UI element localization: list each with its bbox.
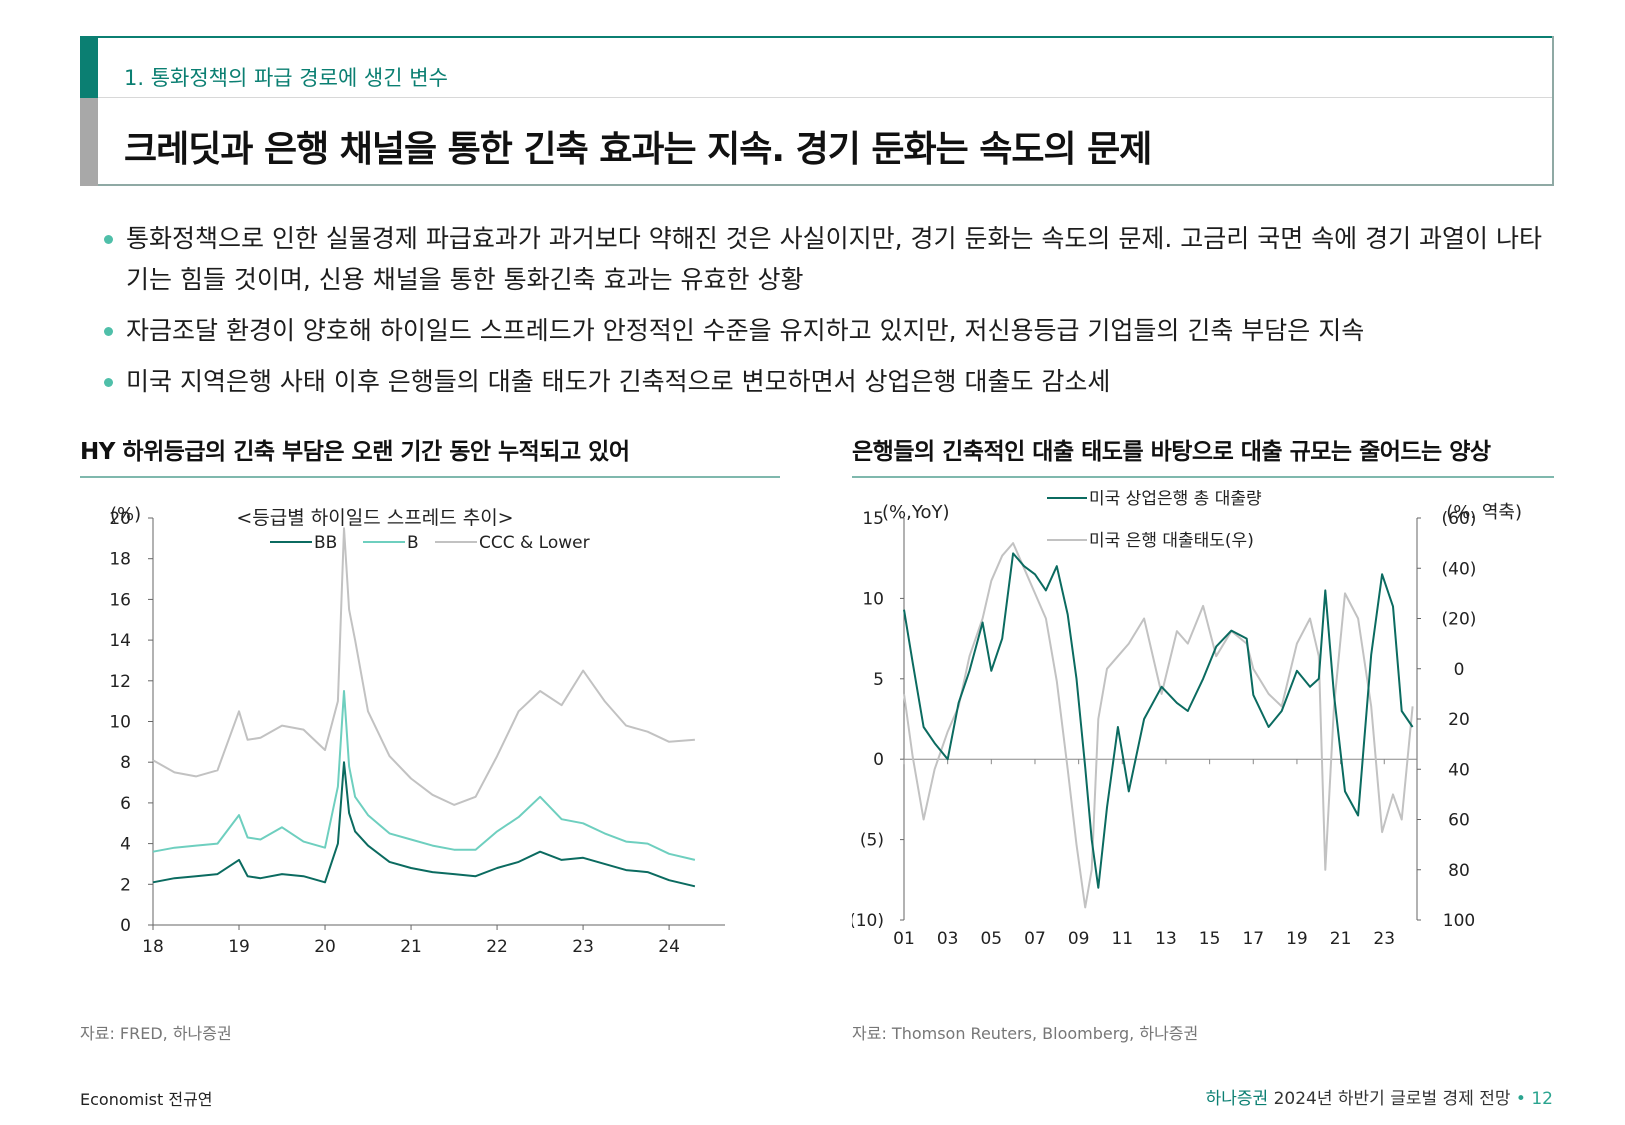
left-chart-source: 자료: FRED, 하나증권 [80, 1024, 232, 1043]
bullet-list: 통화정책으로 인한 실물경제 파급효과가 과거보다 약해진 것은 사실이지만, … [104, 218, 1554, 412]
section-label: 1. 통화정책의 파급 경로에 생긴 변수 [124, 66, 448, 90]
footer-meta: 하나증권 2024년 하반기 글로벌 경제 전망 • 12 [1206, 1084, 1553, 1109]
x-tick-label: 13 [1155, 929, 1177, 949]
series-line-ccc-lower [152, 527, 695, 806]
y-left-tick-label: 10 [862, 589, 884, 609]
x-tick-label: 19 [228, 937, 250, 957]
page-header: 1. 통화정책의 파급 경로에 생긴 변수 크레딧과 은행 채널을 통한 긴축 … [80, 36, 1554, 186]
y-right-tick-label: (20) [1442, 610, 1477, 630]
x-tick-label: 11 [1111, 929, 1133, 949]
legend-label: CCC & Lower [479, 533, 590, 553]
footer-brand: 하나증권 [1205, 1089, 1269, 1109]
series-line-b [152, 690, 696, 861]
legend-label: 미국 상업은행 총 대출량 [1089, 490, 1262, 509]
y-left-tick-label: (5) [860, 831, 884, 851]
x-tick-label: 07 [1024, 929, 1046, 949]
y-right-tick-label: 40 [1448, 760, 1470, 780]
y-left-tick-label: 0 [873, 750, 884, 770]
series-line-bb [152, 761, 696, 888]
y-left-tick-label: 15 [862, 509, 884, 529]
footer-author: Economist 전규연 [80, 1090, 213, 1109]
series-line-lending-standards [903, 542, 1414, 909]
bullet-dot-icon [104, 378, 113, 387]
y-left-tick-label: 5 [873, 670, 884, 690]
right-chart-rule [852, 476, 1554, 478]
left-chart-rule [80, 476, 780, 478]
x-tick-label: 23 [572, 937, 594, 957]
page-title: 크레딧과 은행 채널을 통한 긴축 효과는 지속. 경기 둔화는 속도의 문제 [124, 129, 1152, 170]
y-tick-label: 4 [120, 835, 131, 855]
y-tick-label: 0 [120, 916, 131, 936]
y-right-tick-label: 80 [1448, 861, 1470, 881]
y-right-tick-label: (60) [1442, 509, 1477, 529]
y-tick-label: 20 [109, 509, 131, 529]
x-tick-label: 21 [400, 937, 422, 957]
header-top-rule [80, 36, 1552, 38]
x-tick-label: 03 [937, 929, 959, 949]
y-tick-label: 16 [109, 590, 131, 610]
x-tick-label: 22 [486, 937, 508, 957]
bullet-item: 통화정책으로 인한 실물경제 파급효과가 과거보다 약해진 것은 사실이지만, … [104, 218, 1554, 300]
series-line-total-loans [903, 552, 1414, 889]
bullet-item: 미국 지역은행 사태 이후 은행들의 대출 태도가 긴축적으로 변모하면서 상업… [104, 361, 1554, 402]
hy-spread-chart: <등급별 하이일드 스프레드 추이> (%) 02468101214161820… [109, 504, 725, 957]
y-tick-label: 18 [109, 550, 131, 570]
y-left-unit: (%,YoY) [882, 502, 949, 523]
x-tick-label: 23 [1373, 929, 1395, 949]
y-tick-label: 6 [120, 794, 131, 814]
footer-separator: • [1515, 1089, 1526, 1109]
legend-label: B [407, 533, 419, 553]
y-tick-label: 14 [109, 631, 131, 651]
bullet-text: 통화정책으로 인한 실물경제 파급효과가 과거보다 약해진 것은 사실이지만, … [126, 224, 1542, 294]
right-chart-source: 자료: Thomson Reuters, Bloomberg, 하나증권 [852, 1024, 1199, 1043]
x-tick-label: 15 [1199, 929, 1221, 949]
y-right-tick-label: 60 [1448, 811, 1470, 831]
left-chart-heading: HY 하위등급의 긴축 부담은 오랜 기간 동안 누적되고 있어 [80, 439, 630, 465]
y-right-tick-label: 0 [1454, 660, 1465, 680]
bullet-text: 미국 지역은행 사태 이후 은행들의 대출 태도가 긴축적으로 변모하면서 상업… [126, 367, 1111, 396]
x-tick-label: 05 [980, 929, 1002, 949]
page-number: 12 [1531, 1089, 1553, 1109]
header-divider [98, 97, 1552, 98]
chart-title-text: <등급별 하이일드 스프레드 추이> [236, 507, 513, 529]
x-tick-label: 18 [142, 937, 164, 957]
x-tick-label: 01 [893, 929, 915, 949]
y-axis-unit: (%) [110, 504, 141, 525]
y-tick-label: 2 [120, 875, 131, 895]
y-right-tick-label: (40) [1442, 559, 1477, 579]
footer-report: 2024년 하반기 글로벌 경제 전망 [1273, 1089, 1511, 1109]
bullet-dot-icon [104, 327, 113, 336]
bullet-item: 자금조달 환경이 양호해 하이일드 스프레드가 안정적인 수준을 유지하고 있지… [104, 310, 1554, 351]
y-right-unit: (%. 역축) [1446, 502, 1522, 523]
y-tick-label: 10 [109, 713, 131, 733]
x-tick-label: 24 [658, 937, 680, 957]
y-right-tick-label: 20 [1448, 710, 1470, 730]
bullet-dot-icon [104, 235, 113, 244]
right-chart-heading: 은행들의 긴축적인 대출 태도를 바탕으로 대출 규모는 줄어드는 양상 [852, 439, 1491, 465]
bullet-text: 자금조달 환경이 양호해 하이일드 스프레드가 안정적인 수준을 유지하고 있지… [126, 316, 1365, 345]
y-right-tick-label: 100 [1443, 911, 1475, 931]
legend-label: 미국 은행 대출태도(우) [1089, 531, 1254, 551]
x-tick-label: 19 [1286, 929, 1308, 949]
y-tick-label: 12 [109, 672, 131, 692]
x-tick-label: 09 [1068, 929, 1090, 949]
header-accent-bar [80, 38, 98, 98]
y-tick-label: 8 [120, 753, 131, 773]
y-left-tick-label: (10) [852, 911, 884, 931]
x-tick-label: 21 [1330, 929, 1352, 949]
header-gray-bar [80, 98, 98, 186]
x-tick-label: 17 [1242, 929, 1264, 949]
legend-label: BB [314, 533, 337, 553]
x-tick-label: 20 [314, 937, 336, 957]
